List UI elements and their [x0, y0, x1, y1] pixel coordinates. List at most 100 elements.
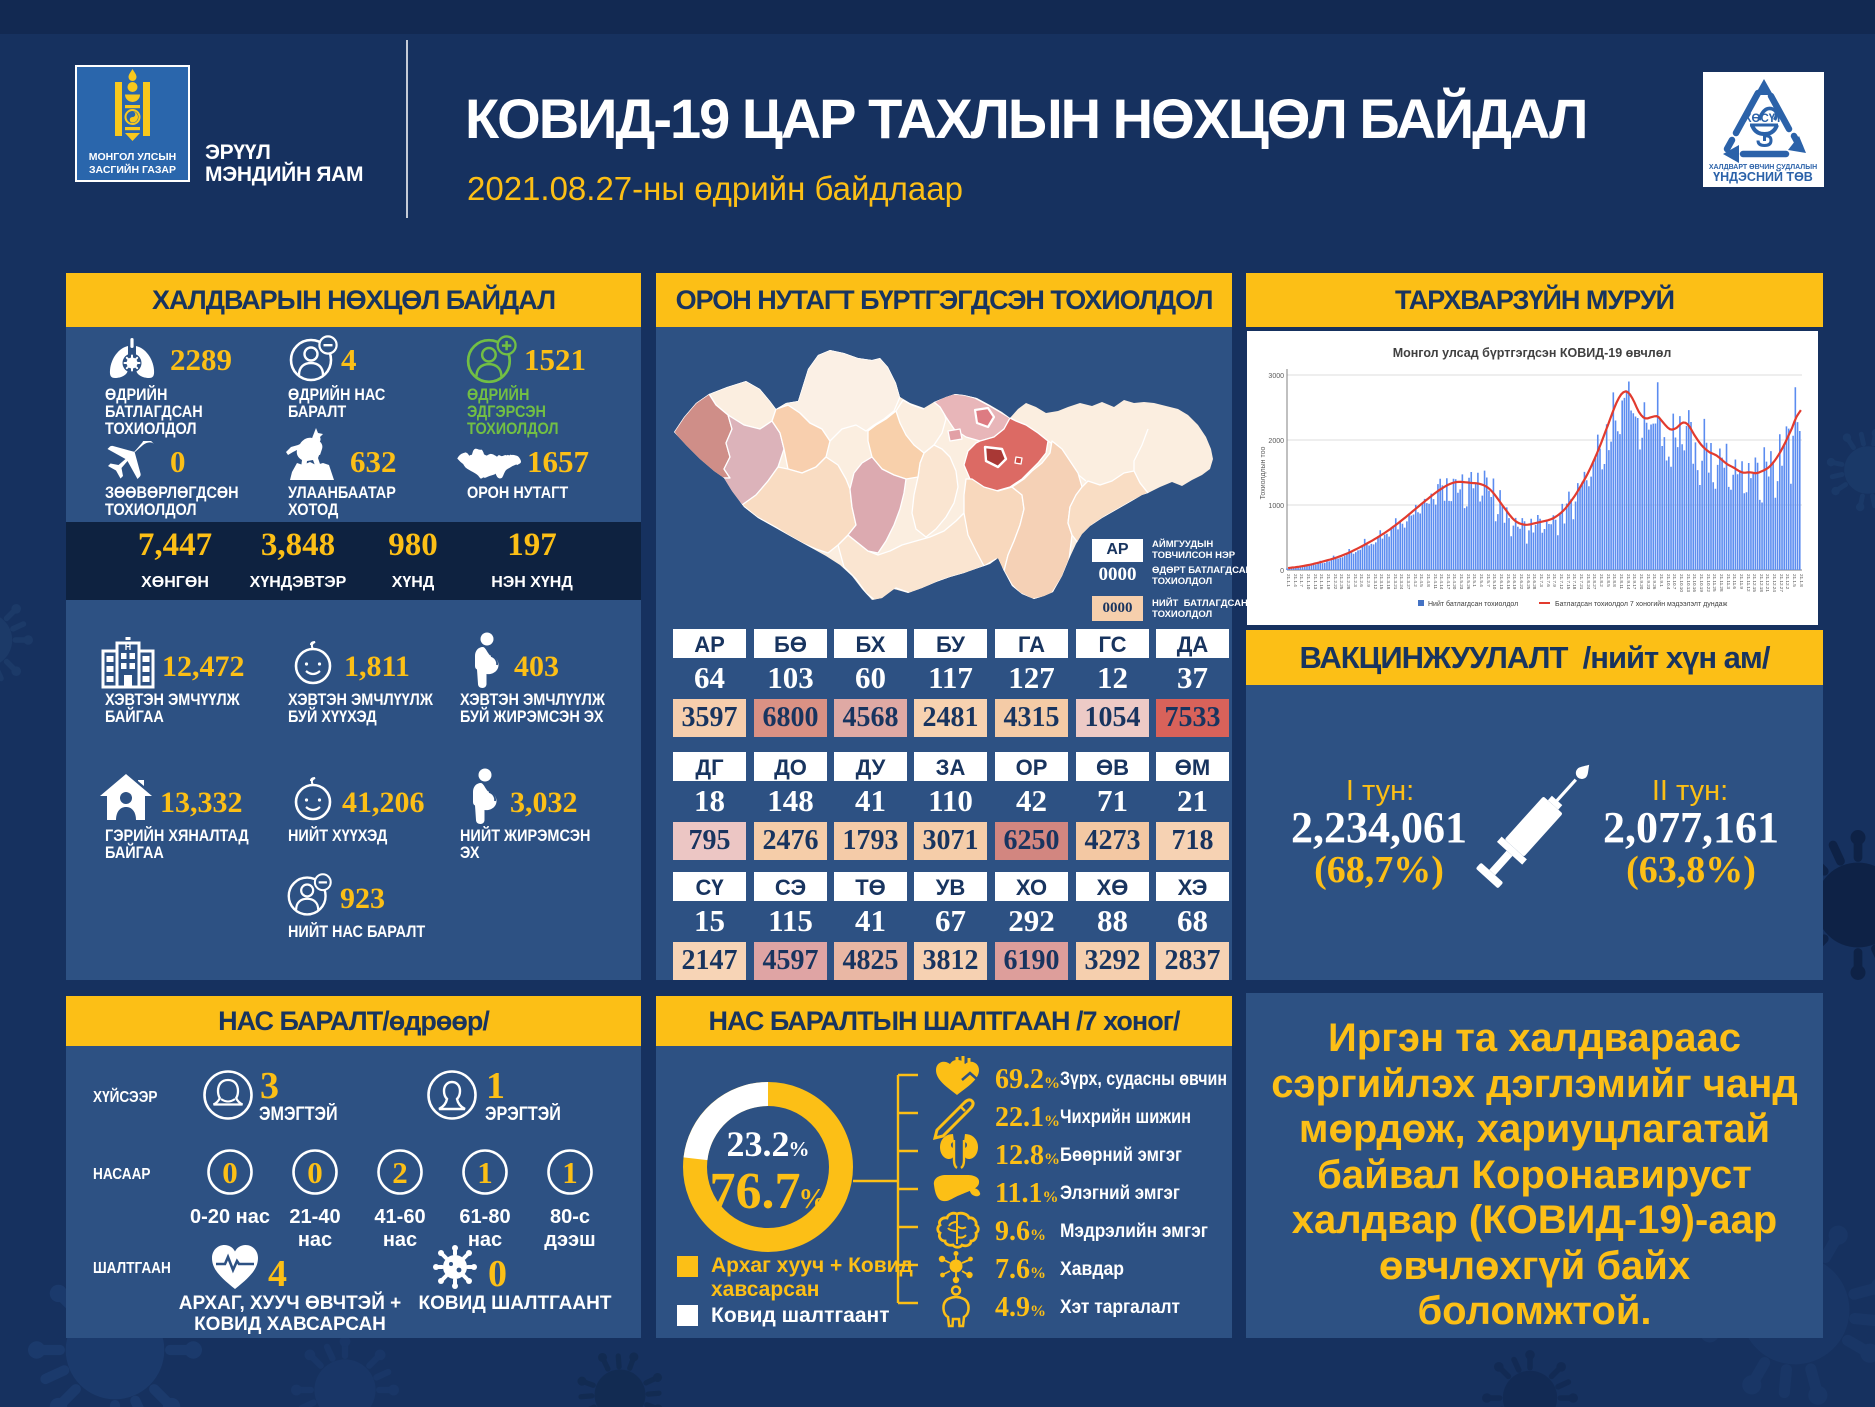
svg-text:2: 2: [392, 1155, 408, 1190]
svg-text:21.9.23: 21.9.23: [1646, 574, 1651, 590]
svg-text:21.8.8: 21.8.8: [1612, 574, 1617, 587]
svg-text:21.3.21: 21.3.21: [1393, 574, 1398, 590]
svg-text:1000: 1000: [1268, 503, 1284, 510]
svg-text:21.6.13: 21.6.13: [1499, 574, 1504, 590]
svg-text:12.8%: 12.8%: [995, 1140, 1060, 1171]
svg-text:21.7.9: 21.7.9: [1552, 574, 1557, 587]
svg-text:76.7%: 76.7%: [710, 1163, 827, 1220]
svg-text:21.8.24: 21.8.24: [1586, 574, 1591, 590]
svg-text:21.4.20: 21.4.20: [1452, 574, 1457, 590]
svg-text:21.4.8: 21.4.8: [1426, 574, 1431, 587]
svg-text:11.1%: 11.1%: [995, 1178, 1058, 1209]
svg-text:21.9.26: 21.9.26: [1652, 574, 1657, 590]
svg-text:21.7.15: 21.7.15: [1566, 574, 1571, 590]
svg-text:Ковид шалтгаант: Ковид шалтгаант: [711, 1304, 890, 1327]
svg-text:0: 0: [1280, 568, 1284, 575]
svg-text:21.5.23: 21.5.23: [1459, 574, 1464, 590]
svg-text:21.4.2: 21.4.2: [1413, 574, 1418, 587]
svg-text:21.1.1: 21.1.1: [1286, 574, 1291, 587]
svg-text:0: 0: [307, 1155, 323, 1190]
svg-text:21.7.3: 21.7.3: [1539, 574, 1544, 587]
svg-text:21.10.16: 21.10.16: [1692, 574, 1697, 592]
svg-text:21.3.15: 21.3.15: [1379, 574, 1384, 590]
svg-text:21.12.2: 21.12.2: [1785, 574, 1790, 590]
svg-text:Нийт батлагдсан тохиолдол: Нийт батлагдсан тохиолдол: [1428, 600, 1518, 608]
svg-text:21.10.7: 21.10.7: [1672, 574, 1677, 590]
svg-text:21.7.18: 21.7.18: [1572, 574, 1577, 590]
svg-text:21.4.14: 21.4.14: [1439, 574, 1444, 590]
svg-text:21.8.27: 21.8.27: [1592, 574, 1597, 590]
svg-text:21.12.24: 21.12.24: [1772, 574, 1777, 592]
svg-text:21.3.12: 21.3.12: [1373, 574, 1378, 590]
svg-text:21.9.20: 21.9.20: [1639, 574, 1644, 590]
svg-text:4.9%: 4.9%: [995, 1292, 1046, 1323]
svg-text:21.1.5: 21.1.5: [1792, 574, 1797, 587]
svg-text:21.1.10: 21.1.10: [1306, 574, 1311, 590]
svg-text:21.6.16: 21.6.16: [1506, 574, 1511, 590]
svg-text:21.12.15: 21.12.15: [1752, 574, 1757, 592]
svg-text:21.1.16: 21.1.16: [1319, 574, 1324, 590]
svg-text:21.2.6: 21.2.6: [1359, 574, 1364, 587]
svg-text:21.11.3: 21.11.3: [1726, 574, 1731, 589]
svg-text:21.8.2: 21.8.2: [1599, 574, 1604, 587]
svg-text:69.2%: 69.2%: [995, 1064, 1060, 1095]
svg-text:Бөөрний эмгэг: Бөөрний эмгэг: [1060, 1145, 1182, 1166]
svg-text:21.8.5: 21.8.5: [1606, 574, 1611, 587]
svg-text:21.10.10: 21.10.10: [1679, 574, 1684, 592]
svg-text:1: 1: [562, 1155, 578, 1190]
svg-text:21.1.19: 21.1.19: [1326, 574, 1331, 590]
svg-text:21.10.19: 21.10.19: [1699, 574, 1704, 592]
svg-text:9.6%: 9.6%: [995, 1216, 1046, 1247]
svg-text:21.2.25: 21.2.25: [1339, 574, 1344, 590]
svg-text:Хэт таргалалт: Хэт таргалалт: [1060, 1297, 1180, 1318]
svg-text:21.7.6: 21.7.6: [1546, 574, 1551, 587]
svg-text:H: H: [125, 642, 132, 652]
svg-text:21.6.28: 21.6.28: [1532, 574, 1537, 590]
svg-text:ХӨСҮТ: ХӨСҮТ: [1744, 113, 1782, 125]
svg-text:хавсарсан: хавсарсан: [711, 1278, 820, 1301]
svg-text:21.11.9: 21.11.9: [1739, 574, 1744, 589]
svg-text:21.9.17: 21.9.17: [1632, 574, 1637, 590]
svg-text:21.6.22: 21.6.22: [1519, 574, 1524, 590]
svg-text:21.9.1: 21.9.1: [1659, 574, 1664, 587]
svg-text:21.10.22: 21.10.22: [1706, 574, 1711, 592]
svg-text:21.2.28: 21.2.28: [1346, 574, 1351, 590]
svg-text:21.3.24: 21.3.24: [1399, 574, 1404, 590]
svg-text:23.2%: 23.2%: [727, 1124, 810, 1164]
svg-text:21.4.17: 21.4.17: [1446, 574, 1451, 590]
svg-text:21.12.27: 21.12.27: [1779, 574, 1784, 592]
svg-text:21.3.27: 21.3.27: [1406, 574, 1411, 590]
svg-text:Мэдрэлийн эмгэг: Мэдрэлийн эмгэг: [1060, 1221, 1208, 1242]
svg-text:21.11.12: 21.11.12: [1746, 574, 1751, 592]
svg-text:21.5.1: 21.5.1: [1472, 574, 1477, 587]
svg-text:21.6.19: 21.6.19: [1512, 574, 1517, 590]
svg-text:21.12.21: 21.12.21: [1765, 574, 1770, 592]
svg-text:21.7.12: 21.7.12: [1559, 574, 1564, 590]
svg-text:Архаг хууч + Ковид: Архаг хууч + Ковид: [711, 1254, 913, 1277]
svg-text:21.4.5: 21.4.5: [1419, 574, 1424, 587]
svg-text:21.1.13: 21.1.13: [1313, 574, 1318, 590]
svg-text:3000: 3000: [1268, 373, 1284, 380]
svg-text:21.6.25: 21.6.25: [1526, 574, 1531, 590]
svg-text:21.12.18: 21.12.18: [1759, 574, 1764, 592]
svg-text:21.2.22: 21.2.22: [1333, 574, 1338, 590]
svg-text:21.8.11: 21.8.11: [1619, 574, 1624, 589]
svg-text:0: 0: [222, 1155, 238, 1190]
svg-text:Батлагдсан тохиолдол 7 хоногий: Батлагдсан тохиолдол 7 хоногийн мэдээлэл…: [1555, 600, 1728, 608]
svg-text:7.6%: 7.6%: [995, 1254, 1046, 1285]
svg-text:21.11.28: 21.11.28: [1719, 574, 1724, 592]
svg-text:ХАЛДВАРТ ӨВЧИН СУДЛАЛЫН: ХАЛДВАРТ ӨВЧИН СУДЛАЛЫН: [1709, 164, 1817, 171]
svg-text:21.1.8: 21.1.8: [1799, 574, 1804, 587]
svg-text:21.4.11: 21.4.11: [1433, 574, 1438, 589]
svg-text:21.2.3: 21.2.3: [1353, 574, 1358, 587]
svg-text:21.10.13: 21.10.13: [1686, 574, 1691, 592]
svg-text:21.5.10: 21.5.10: [1492, 574, 1497, 590]
svg-text:ҮНДЭСНИЙ ТӨВ: ҮНДЭСНИЙ ТӨВ: [1713, 169, 1813, 184]
svg-text:21.11.6: 21.11.6: [1732, 574, 1737, 589]
svg-text:21.5.7: 21.5.7: [1486, 574, 1491, 587]
svg-text:21.7.21: 21.7.21: [1579, 574, 1584, 590]
svg-text:21.10.4: 21.10.4: [1666, 574, 1671, 590]
svg-text:21.2.9: 21.2.9: [1366, 574, 1371, 587]
svg-text:21.5.4: 21.5.4: [1479, 574, 1484, 587]
svg-text:21.11.25: 21.11.25: [1712, 574, 1717, 592]
